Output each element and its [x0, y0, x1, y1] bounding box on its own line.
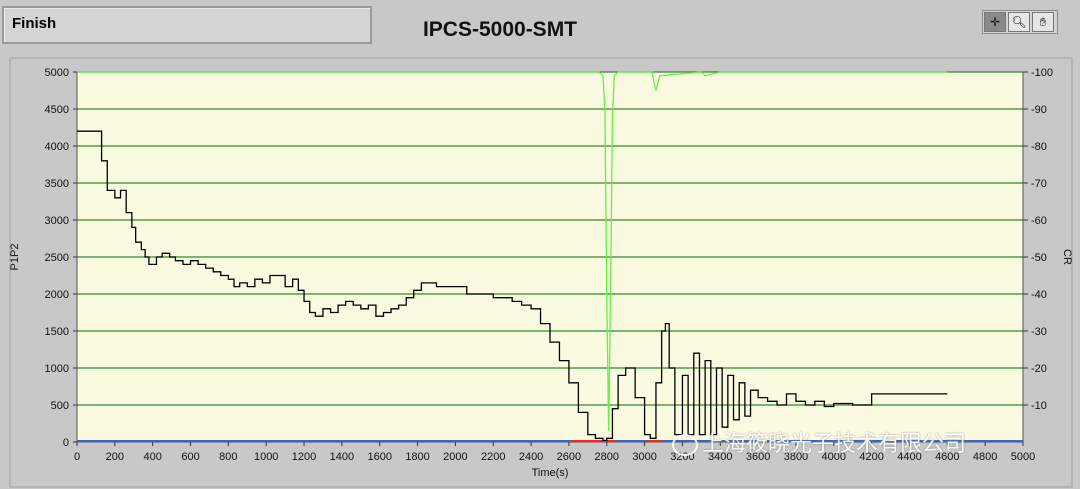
y-tick-label: 500: [51, 400, 69, 412]
y-tick-label: 1000: [45, 363, 69, 375]
y2-tick-label: -50: [1031, 252, 1047, 264]
x-tick-label: 1000: [254, 451, 278, 463]
y-tick-label: 0: [63, 437, 69, 449]
x-tick-label: 0: [74, 451, 80, 463]
x-tick-label: 3000: [632, 451, 656, 463]
x-tick-label: 4800: [973, 451, 997, 463]
pan-hand-icon[interactable]: ✋︎: [1032, 12, 1054, 32]
x-tick-label: 2000: [443, 451, 467, 463]
x-tick-label: 3600: [746, 451, 770, 463]
y2-tick-label: -20: [1031, 363, 1047, 375]
x-tick-label: 400: [144, 451, 162, 463]
x-tick-label: 4600: [935, 451, 959, 463]
series-line-cr: [77, 71, 948, 431]
y-tick-label: 1500: [45, 326, 69, 338]
x-tick-label: 1400: [330, 451, 354, 463]
x-tick-label: 1200: [292, 451, 316, 463]
crosshair-icon[interactable]: ✛: [984, 12, 1006, 32]
y-tick-label: 4500: [45, 104, 69, 116]
graph-palette: ✛ 🔍︎ ✋︎: [982, 10, 1058, 34]
y-tick-label: 3000: [45, 215, 69, 227]
status-field: Finish: [2, 6, 372, 44]
x-tick-label: 2200: [481, 451, 505, 463]
watermark-text: 上海筱晓光子技术有限公司: [702, 432, 967, 457]
wechat-icon: [672, 434, 698, 456]
x-tick-label: 5000: [1011, 451, 1035, 463]
chart-title: IPCS-5000-SMT: [422, 18, 578, 41]
x-tick-label: 2800: [595, 451, 619, 463]
y-tick-label: 3500: [45, 178, 69, 190]
x-tick-label: 4200: [859, 451, 883, 463]
y-axis-label: P1P2: [9, 244, 21, 271]
y2-axis-label: CR: [1061, 249, 1073, 265]
x-tick-label: 600: [181, 451, 199, 463]
y2-tick-label: -10: [1031, 400, 1047, 412]
x-tick-label: 3800: [784, 451, 808, 463]
y2-tick-label: -30: [1031, 326, 1047, 338]
y2-tick-label: -70: [1031, 178, 1047, 190]
x-tick-label: 1800: [405, 451, 429, 463]
y2-tick-label: -60: [1031, 215, 1047, 227]
x-tick-label: 4000: [822, 451, 846, 463]
watermark: 上海筱晓光子技术有限公司: [672, 426, 966, 458]
x-tick-label: 2400: [519, 451, 543, 463]
y2-tick-label: -40: [1031, 289, 1047, 301]
series-line-p1p2: [77, 130, 948, 442]
x-tick-label: 4400: [897, 451, 921, 463]
x-axis-label: Time(s): [532, 467, 569, 479]
y2-tick-label: -90: [1031, 104, 1047, 116]
y-tick-label: 4000: [45, 141, 69, 153]
y2-tick-label: -100: [1031, 67, 1053, 79]
y2-tick-label: -80: [1031, 141, 1047, 153]
y-tick-label: 5000: [45, 67, 69, 79]
y-tick-label: 2500: [45, 252, 69, 264]
x-tick-label: 1600: [367, 451, 391, 463]
status-text: Finish: [12, 15, 57, 32]
x-tick-label: 3400: [708, 451, 732, 463]
x-tick-label: 200: [106, 451, 124, 463]
x-tick-label: 800: [219, 451, 237, 463]
x-tick-label: 2600: [557, 451, 581, 463]
y-tick-label: 2000: [45, 289, 69, 301]
zoom-icon[interactable]: 🔍︎: [1008, 12, 1030, 32]
